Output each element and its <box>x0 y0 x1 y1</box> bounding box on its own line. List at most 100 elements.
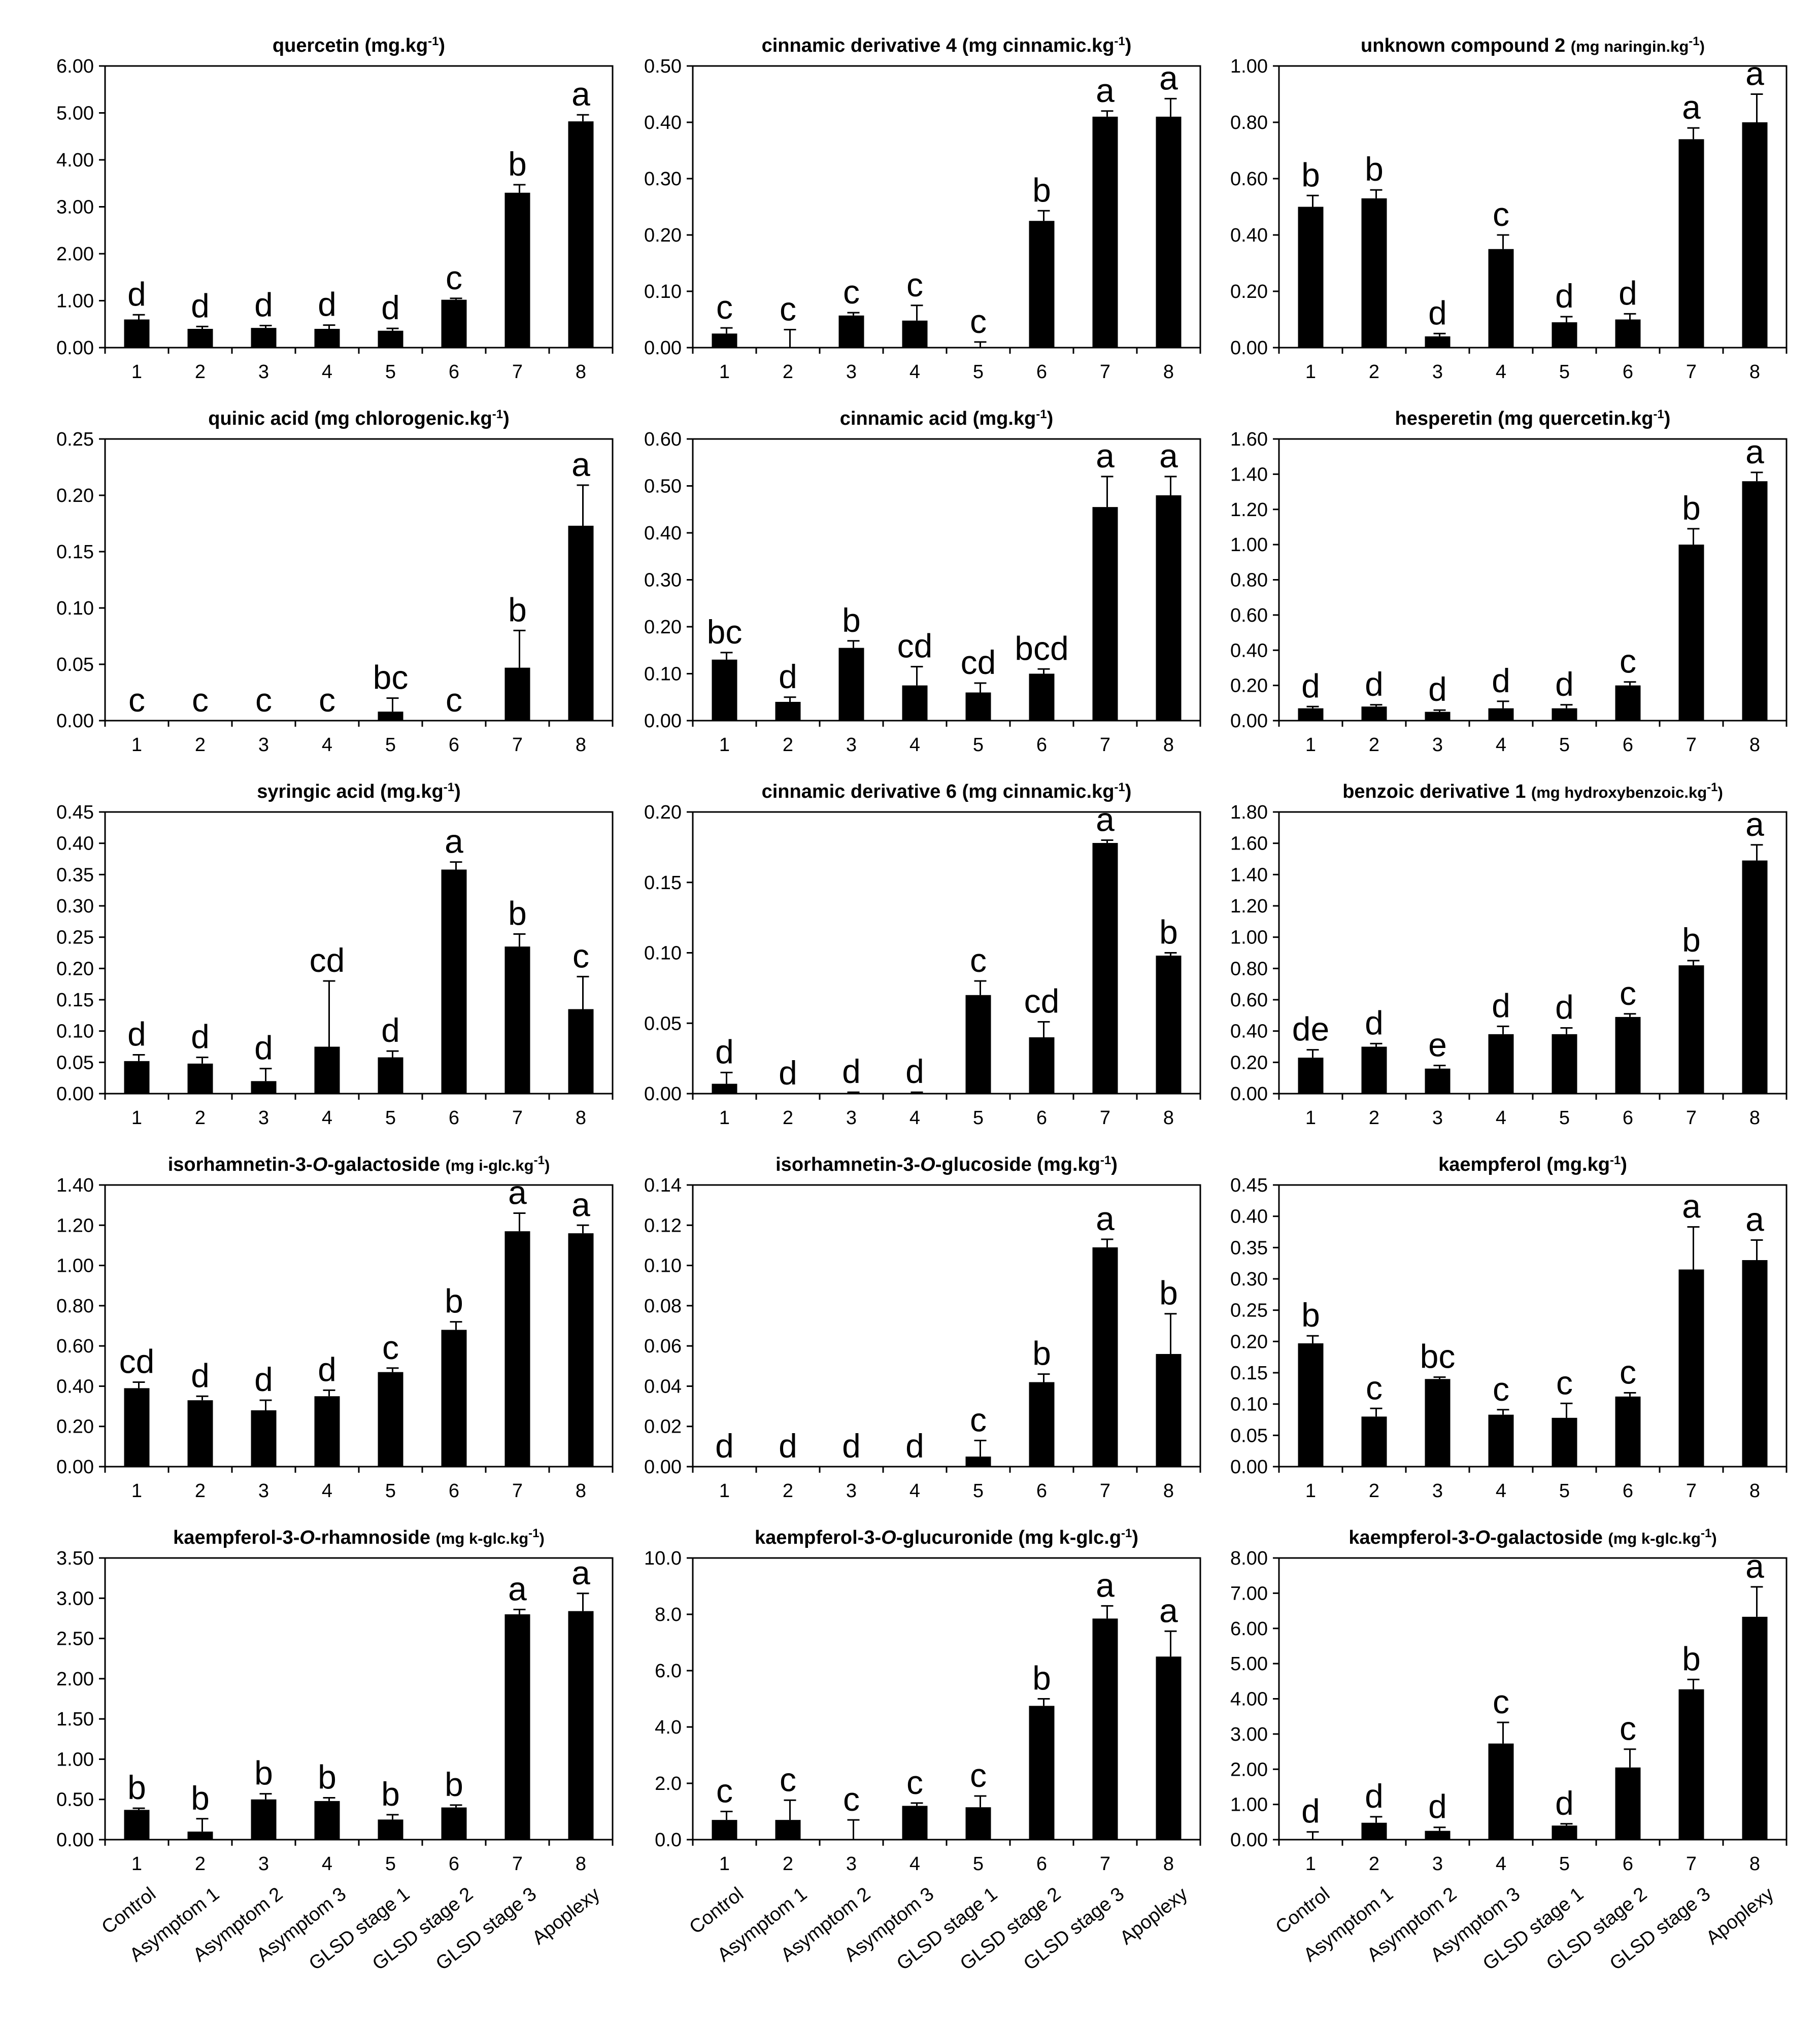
chart-title: kaempferol-3-O-glucuronide (mg k-glc.g-1… <box>755 1527 1138 1549</box>
significance-letter: e <box>1428 1026 1447 1064</box>
bar <box>378 1819 403 1840</box>
bar <box>712 659 737 721</box>
significance-letter: a <box>1096 437 1115 475</box>
bar <box>902 685 928 721</box>
significance-letter: c <box>970 941 987 979</box>
y-tick-label: 1.60 <box>1230 429 1268 450</box>
chart-panel-4: quinic acid (mg chlorogenic.kg-1) 0.00 0.0… <box>56 408 614 756</box>
y-tick-label: 0.20 <box>644 802 682 823</box>
x-tick-label: 6 <box>449 1480 459 1502</box>
x-tick-label: 4 <box>322 1853 332 1875</box>
x-tick-label: 2 <box>195 361 206 383</box>
y-tick-label: 1.00 <box>1230 1794 1268 1816</box>
y-tick-label: 0.15 <box>56 541 94 563</box>
bar <box>902 320 928 348</box>
y-tick-label: 0.15 <box>644 872 682 894</box>
x-tick-label: 5 <box>973 1107 984 1129</box>
chart-panel-5: cinnamic acid (mg.kg-1) 0.00 0.10 0.20 0.30 0… <box>644 408 1201 756</box>
x-tick-label: 6 <box>1036 361 1047 383</box>
significance-letter: b <box>842 601 861 639</box>
bar <box>1742 481 1768 721</box>
bar <box>378 1372 403 1467</box>
x-tick-label: 1 <box>1305 1107 1316 1129</box>
plot-frame <box>104 1184 614 1468</box>
bar <box>504 192 530 348</box>
bar <box>1615 1016 1641 1094</box>
chart-panel-13: kaempferol-3-O-rhamnoside (mg k-glc.kg-1… <box>56 1527 614 1975</box>
y-tick-label: 2.00 <box>56 244 94 265</box>
y-tick-label: 8.00 <box>1230 1548 1268 1569</box>
y-tick-label: 0.35 <box>56 864 94 886</box>
y-tick-label: 0.40 <box>56 833 94 855</box>
bar <box>1029 221 1055 348</box>
significance-letter: d <box>1555 665 1574 703</box>
chart-panel-2: cinnamic derivative 4 (mg cinnamic.kg-1)… <box>644 35 1201 383</box>
significance-letter: c <box>1556 1364 1573 1401</box>
x-tick-label: 5 <box>385 734 396 756</box>
x-tick-label: 3 <box>258 734 269 756</box>
x-tick-label: 3 <box>1432 1107 1443 1129</box>
bar <box>1552 1034 1577 1094</box>
x-tick-label: 8 <box>1749 1853 1760 1875</box>
significance-letter: a <box>1159 1591 1178 1629</box>
significance-letter: b <box>445 1282 463 1320</box>
y-tick-label: 0.05 <box>56 1052 94 1073</box>
x-tick-label: 8 <box>1749 361 1760 383</box>
y-tick-label: 0.50 <box>56 1789 94 1811</box>
x-tick-label: 2 <box>195 1480 206 1502</box>
y-tick-label: 4.0 <box>655 1717 682 1738</box>
x-tick-label: 1 <box>719 1853 730 1875</box>
x-tick-label: 8 <box>1749 734 1760 756</box>
plot-frame <box>1278 811 1788 1095</box>
y-tick-label: 0.10 <box>56 598 94 619</box>
bar <box>1742 122 1768 348</box>
x-tick-label: 5 <box>385 1480 396 1502</box>
bar <box>712 1820 737 1840</box>
bar <box>251 1799 277 1840</box>
y-tick-label: 1.40 <box>1230 464 1268 485</box>
y-tick-label: 0.0 <box>655 1829 682 1851</box>
y-tick-label: 0.00 <box>1230 1829 1268 1851</box>
significance-letter: b <box>1301 156 1320 193</box>
bar <box>1092 1618 1118 1840</box>
y-tick-label: 0.10 <box>644 281 682 302</box>
x-tick-label: 6 <box>449 361 459 383</box>
significance-letter: cd <box>897 627 933 665</box>
significance-letter: d <box>1428 670 1447 708</box>
bar <box>1615 1767 1641 1840</box>
y-tick-label: 0.20 <box>1230 281 1268 302</box>
significance-letter: b <box>1159 1274 1178 1312</box>
y-tick-label: 8.0 <box>655 1604 682 1625</box>
y-tick-label: 1.00 <box>56 291 94 312</box>
significance-letter: b <box>445 1766 463 1803</box>
significance-letter: b <box>1032 171 1051 209</box>
bar <box>1488 1414 1514 1467</box>
bar <box>1361 198 1387 348</box>
bar <box>1029 673 1055 721</box>
significance-letter: d <box>191 1018 210 1055</box>
x-tick-label: 7 <box>512 361 523 383</box>
bar <box>1488 1743 1514 1840</box>
x-tick-label: 6 <box>1623 361 1633 383</box>
y-tick-label: 0.00 <box>56 1456 94 1478</box>
bar <box>1425 336 1451 348</box>
x-tick-label: 6 <box>1036 1107 1047 1129</box>
x-tick-label: 7 <box>1100 1853 1110 1875</box>
significance-letter: a <box>508 1570 527 1607</box>
significance-letter: d <box>127 275 146 313</box>
bar <box>775 702 801 721</box>
significance-letter: cd <box>961 643 996 681</box>
significance-letter: c <box>780 1760 796 1798</box>
significance-letter: c <box>446 259 462 296</box>
significance-letter: a <box>1159 437 1178 475</box>
y-tick-label: 0.60 <box>1230 990 1268 1011</box>
significance-letter: b <box>508 895 527 932</box>
x-tick-label: 8 <box>576 734 586 756</box>
y-tick-label: 0.04 <box>644 1376 682 1397</box>
x-tick-label: 4 <box>1496 1480 1506 1502</box>
y-tick-label: 0.05 <box>1230 1425 1268 1446</box>
significance-letter: c <box>1620 642 1636 680</box>
bar <box>1029 1382 1055 1467</box>
significance-letter: c <box>716 288 733 326</box>
significance-letter: d <box>1555 1784 1574 1822</box>
